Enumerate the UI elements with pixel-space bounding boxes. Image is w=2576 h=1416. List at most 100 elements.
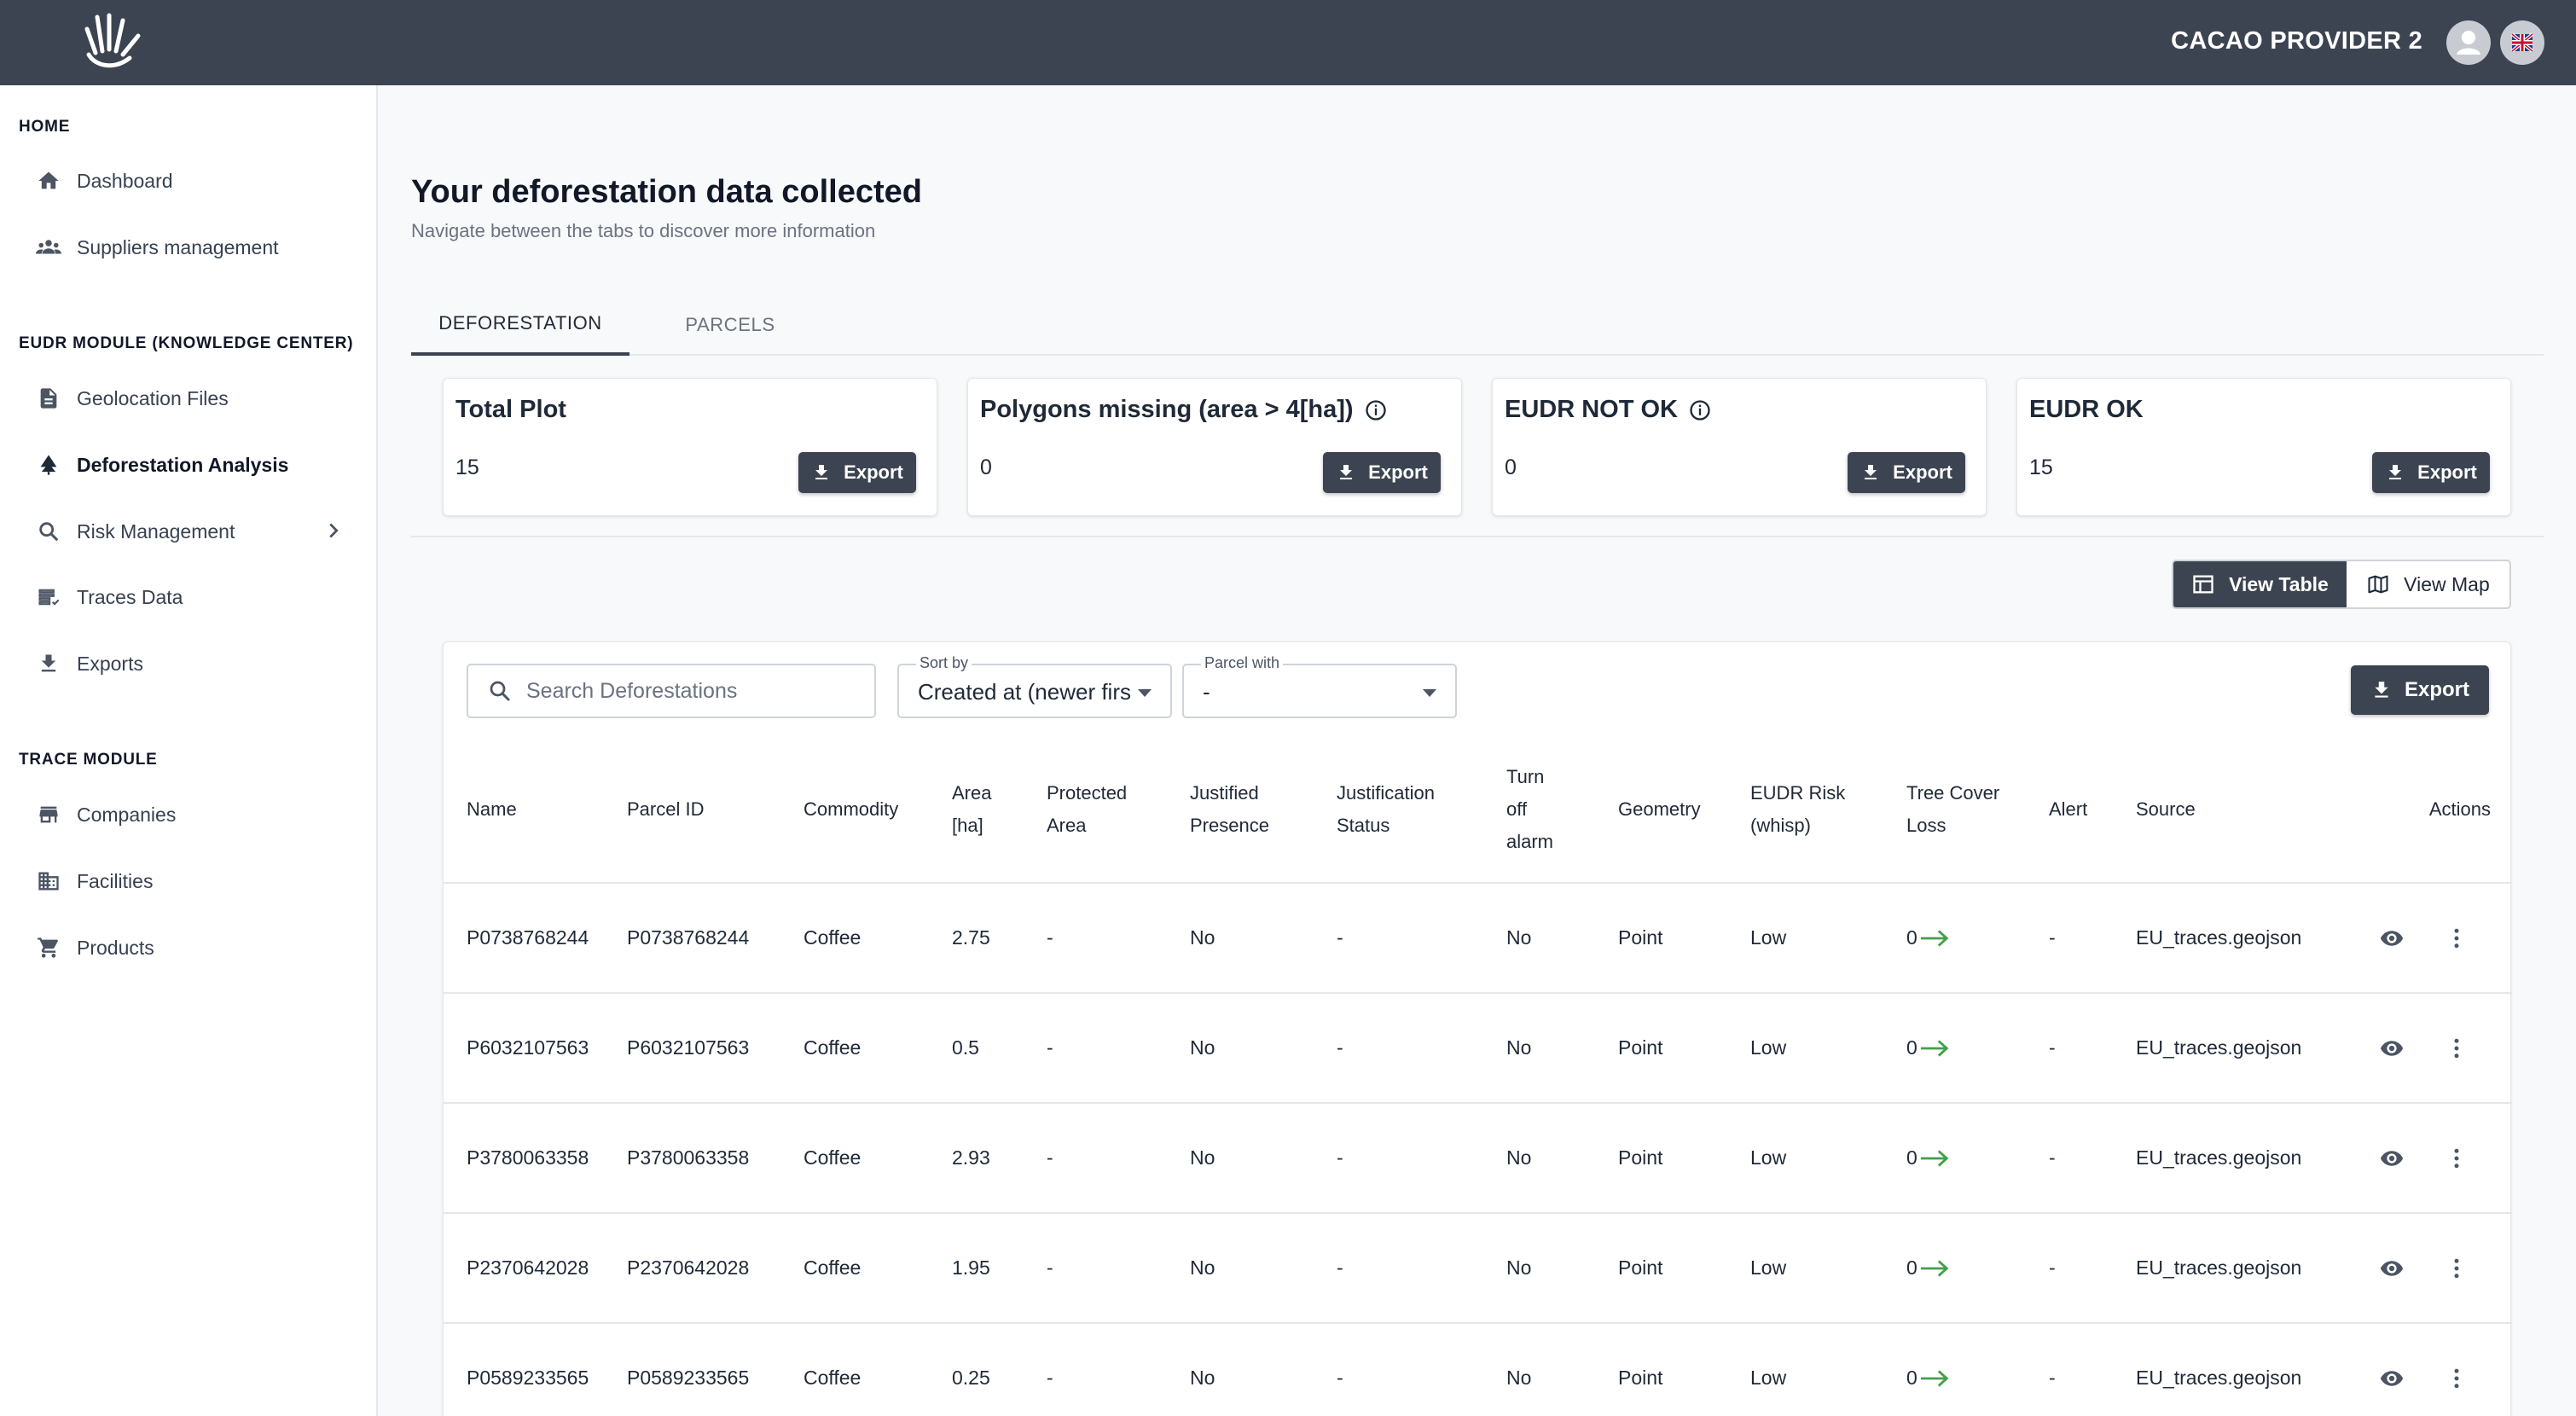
sidebar-item-geolocation-files[interactable]: Geolocation Files bbox=[19, 373, 360, 424]
trend-arrow-right-icon bbox=[1920, 1369, 1949, 1387]
export-button[interactable]: Export bbox=[1323, 452, 1441, 493]
cell-eudr-risk: Low bbox=[1743, 1103, 1900, 1214]
cell-justification-status: - bbox=[1330, 993, 1500, 1104]
sidebar-item-companies[interactable]: Companies bbox=[19, 789, 360, 840]
column-header[interactable]: Parcel ID bbox=[620, 736, 797, 884]
sidebar-item-facilities[interactable]: Facilities bbox=[19, 856, 360, 907]
parcel-with-select[interactable]: Parcel with - bbox=[1182, 654, 1457, 718]
export-button[interactable]: Export bbox=[798, 452, 916, 493]
hand-logo-icon[interactable] bbox=[77, 10, 145, 72]
export-table-button[interactable]: Export bbox=[2351, 665, 2489, 715]
trend-arrow-right-icon bbox=[1920, 1259, 1949, 1277]
table-row[interactable]: P2370642028 P2370642028 Coffee 1.95 - No… bbox=[444, 1213, 2512, 1324]
card-title: EUDR OK bbox=[2029, 396, 2144, 423]
cell-actions bbox=[2346, 1323, 2512, 1416]
sidebar-item-products[interactable]: Products bbox=[19, 922, 360, 973]
sidebar-item-suppliers-management[interactable]: Suppliers management bbox=[19, 222, 360, 273]
card-title: Total Plot bbox=[455, 396, 566, 423]
table-row[interactable]: P0738768244 P0738768244 Coffee 2.75 - No… bbox=[444, 883, 2512, 994]
view-table-button[interactable]: View Table bbox=[2173, 561, 2347, 607]
map-icon bbox=[2368, 575, 2388, 594]
cell-geometry: Point bbox=[1611, 883, 1743, 994]
view-eye-icon[interactable] bbox=[2377, 1144, 2406, 1173]
more-vert-icon[interactable] bbox=[2442, 1364, 2471, 1393]
tab-deforestation[interactable]: DEFORESTATION bbox=[411, 294, 629, 356]
tab-parcels[interactable]: PARCELS bbox=[685, 314, 775, 335]
sidebar-item-label: Exports bbox=[77, 652, 143, 675]
view-eye-icon[interactable] bbox=[2377, 924, 2406, 953]
cell-name: P0589233565 bbox=[444, 1323, 620, 1416]
sidebar-item-traces-data[interactable]: Traces Data bbox=[19, 572, 360, 623]
sidebar-item-deforestation-analysis[interactable]: Deforestation Analysis bbox=[19, 439, 360, 490]
column-header[interactable]: Name bbox=[444, 736, 620, 884]
sidebar-item-dashboard[interactable]: Dashboard bbox=[19, 155, 360, 206]
cell-parcel-id: P0738768244 bbox=[620, 883, 797, 994]
more-vert-icon[interactable] bbox=[2442, 1034, 2471, 1063]
cell-protected-area: - bbox=[1040, 1213, 1183, 1324]
more-vert-icon[interactable] bbox=[2442, 924, 2471, 953]
cell-parcel-id: P2370642028 bbox=[620, 1213, 797, 1324]
cell-protected-area: - bbox=[1040, 993, 1183, 1104]
column-header[interactable]: Justified Presence bbox=[1183, 736, 1330, 884]
more-vert-icon[interactable] bbox=[2442, 1144, 2471, 1173]
chevron-right-icon[interactable] bbox=[321, 518, 346, 543]
cell-turn-off-alarm: No bbox=[1500, 993, 1611, 1104]
column-header[interactable]: Alert bbox=[2042, 736, 2129, 884]
cell-geometry: Point bbox=[1611, 993, 1743, 1104]
cell-commodity: Coffee bbox=[797, 1213, 945, 1324]
card-title: Polygons missing (area > 4[ha]) bbox=[980, 396, 1388, 424]
sidebar-section-trace-module: TRACE MODULE bbox=[19, 751, 158, 769]
cell-justification-status: - bbox=[1330, 1323, 1500, 1416]
cell-justified-presence: No bbox=[1183, 993, 1330, 1104]
table-row[interactable]: P3780063358 P3780063358 Coffee 2.93 - No… bbox=[444, 1103, 2512, 1214]
tab-bar: DEFORESTATION PARCELS bbox=[411, 294, 2544, 356]
info-icon[interactable] bbox=[1364, 398, 1388, 422]
column-header[interactable]: Turn off alarm bbox=[1500, 736, 1611, 884]
cell-justification-status: - bbox=[1330, 1213, 1500, 1324]
column-header[interactable]: Commodity bbox=[797, 736, 945, 884]
table-row[interactable]: P6032107563 P6032107563 Coffee 0.5 - No … bbox=[444, 993, 2512, 1104]
column-header[interactable]: Source bbox=[2129, 736, 2346, 884]
cell-area: 0.25 bbox=[945, 1323, 1040, 1416]
more-vert-icon[interactable] bbox=[2442, 1254, 2471, 1283]
view-map-button[interactable]: View Map bbox=[2347, 561, 2509, 607]
column-header[interactable]: Area [ha] bbox=[945, 736, 1040, 884]
cell-source: EU_traces.geojson bbox=[2129, 883, 2346, 994]
view-eye-icon[interactable] bbox=[2377, 1254, 2406, 1283]
cell-turn-off-alarm: No bbox=[1500, 1213, 1611, 1324]
view-eye-icon[interactable] bbox=[2377, 1364, 2406, 1393]
export-button[interactable]: Export bbox=[2372, 452, 2490, 493]
column-header[interactable]: EUDR Risk (whisp) bbox=[1743, 736, 1900, 884]
file-icon bbox=[34, 384, 63, 413]
sidebar-section-home: HOME bbox=[19, 118, 71, 136]
column-header[interactable]: Tree Cover Loss bbox=[1900, 736, 2042, 884]
column-header[interactable]: Protected Area bbox=[1040, 736, 1183, 884]
info-icon[interactable] bbox=[1688, 398, 1712, 422]
search-input[interactable] bbox=[526, 678, 867, 704]
cell-justified-presence: No bbox=[1183, 883, 1330, 994]
cell-actions bbox=[2346, 993, 2512, 1104]
sidebar-item-exports[interactable]: Exports bbox=[19, 638, 360, 689]
column-header[interactable]: Geometry bbox=[1611, 736, 1743, 884]
view-eye-icon[interactable] bbox=[2377, 1034, 2406, 1063]
cell-alert: - bbox=[2042, 1103, 2129, 1214]
export-button[interactable]: Export bbox=[1848, 452, 1965, 493]
sort-by-select[interactable]: Sort by Created at (newer first) bbox=[897, 654, 1172, 718]
user-avatar-icon[interactable] bbox=[2446, 20, 2491, 65]
cell-actions bbox=[2346, 1213, 2512, 1324]
cell-tree-cover-loss: 0 bbox=[1900, 1103, 2042, 1214]
uk-flag-icon[interactable] bbox=[2500, 20, 2544, 65]
cell-turn-off-alarm: No bbox=[1500, 883, 1611, 994]
stat-card-polygons-missing: Polygons missing (area > 4[ha]) 0 Export bbox=[967, 378, 1462, 516]
table-row[interactable]: P0589233565 P0589233565 Coffee 0.25 - No… bbox=[444, 1323, 2512, 1416]
cell-name: P0738768244 bbox=[444, 883, 620, 994]
building-icon bbox=[34, 867, 63, 896]
sidebar-item-risk-management[interactable]: Risk Management bbox=[19, 506, 360, 557]
column-header[interactable]: Justification Status bbox=[1330, 736, 1500, 884]
trend-arrow-right-icon bbox=[1920, 1039, 1949, 1057]
download-icon bbox=[34, 649, 63, 678]
section-divider bbox=[411, 536, 2544, 537]
cell-geometry: Point bbox=[1611, 1323, 1743, 1416]
tree-icon bbox=[34, 450, 63, 479]
download-icon bbox=[1865, 465, 1877, 479]
